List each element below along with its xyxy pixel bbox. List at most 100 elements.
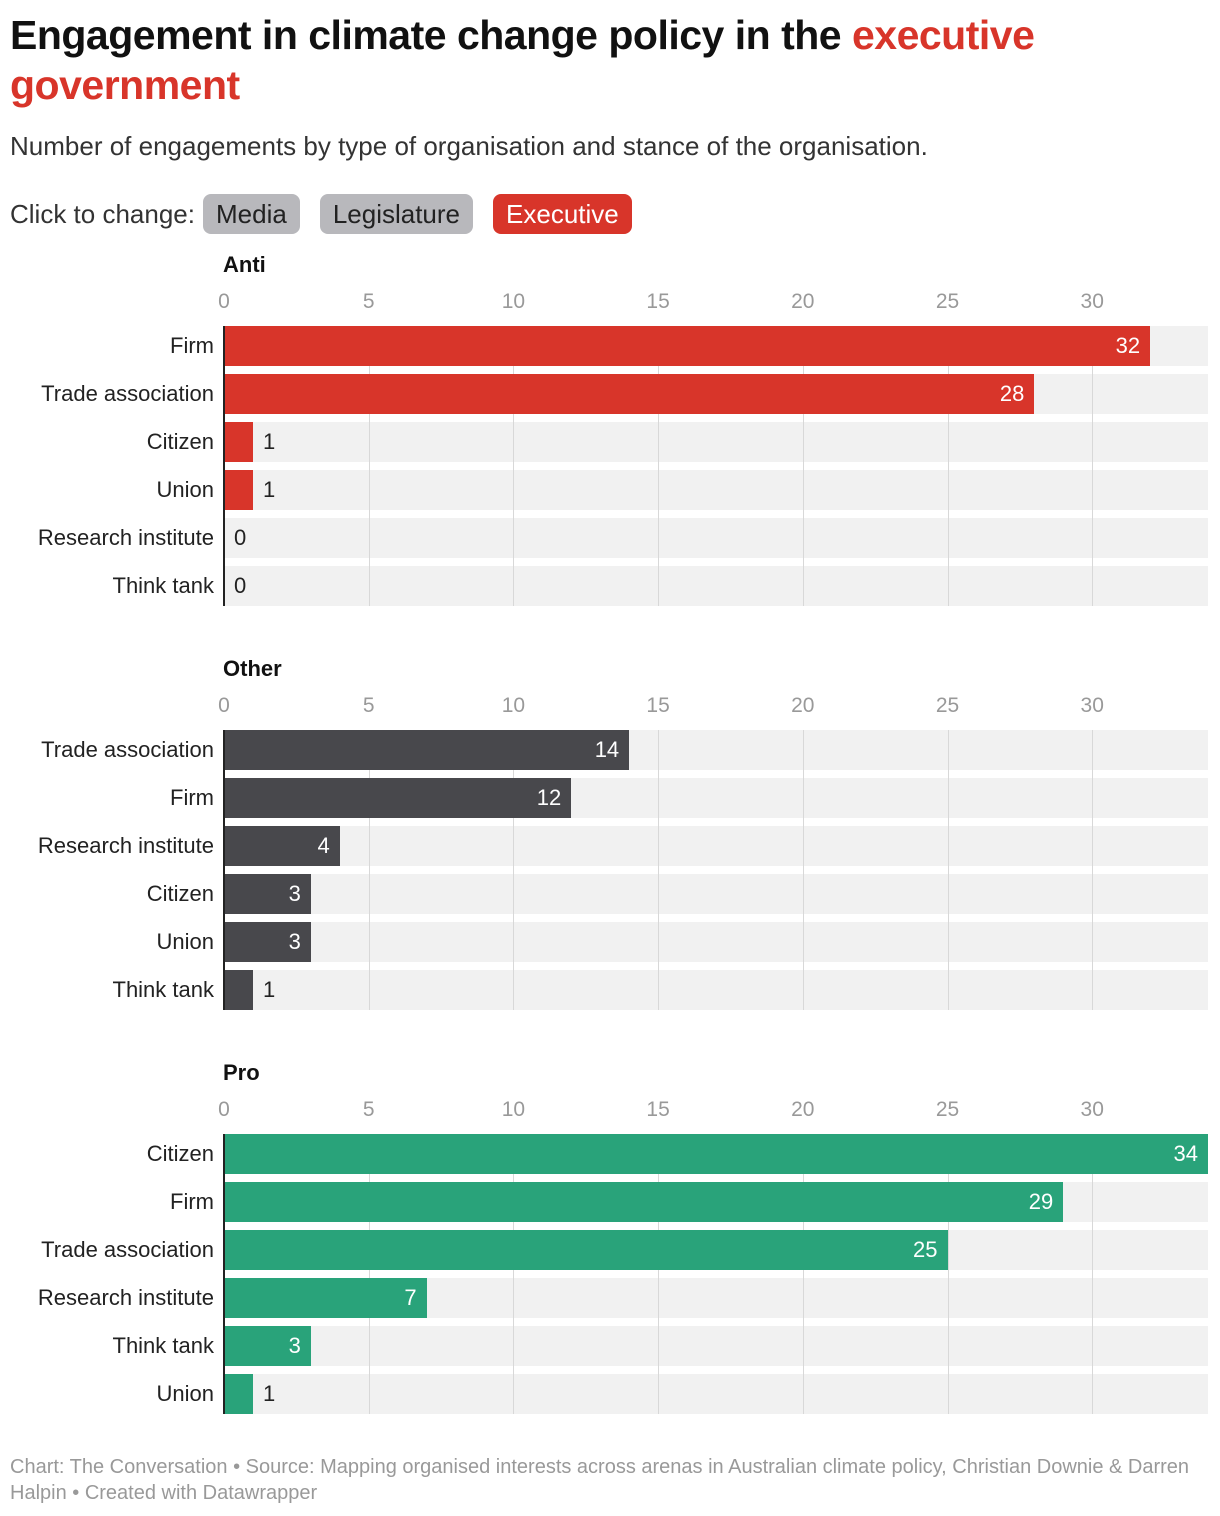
x-tick-label: 5: [362, 694, 375, 717]
bar[interactable]: [224, 374, 1035, 414]
bar-track: [224, 566, 1208, 606]
bar-track: [224, 922, 1208, 962]
value-label: 1: [262, 477, 276, 502]
x-tick-label: 30: [1080, 694, 1104, 717]
panel-title: Pro: [223, 1060, 260, 1085]
category-label: Think tank: [112, 977, 215, 1002]
gridline: [513, 730, 514, 1010]
executive-button[interactable]: Executive: [493, 194, 632, 234]
value-label: 1: [262, 1381, 276, 1406]
category-label: Citizen: [146, 429, 214, 454]
x-tick-label: 10: [501, 1098, 526, 1121]
x-tick-label: 30: [1080, 1098, 1104, 1121]
value-label: 34: [1173, 1141, 1198, 1166]
bar[interactable]: [224, 1278, 427, 1318]
category-label: Think tank: [112, 573, 215, 598]
gridline: [948, 1134, 949, 1414]
legislature-button[interactable]: Legislature: [319, 194, 474, 234]
bar[interactable]: [224, 470, 253, 510]
value-label: 1: [262, 429, 276, 454]
value-label: 14: [594, 737, 620, 762]
gridline: [1092, 1134, 1093, 1414]
value-label: 28: [999, 381, 1025, 406]
title-main: Engagement in climate change policy in t…: [10, 12, 852, 58]
gridline: [948, 730, 949, 1010]
category-label: Trade association: [41, 737, 214, 762]
y-axis-baseline: [223, 326, 225, 606]
media-button[interactable]: Media: [202, 194, 300, 234]
gridline: [658, 730, 659, 1010]
x-tick-label: 25: [935, 1098, 960, 1121]
arena-toggle: Click to change: Media Legislature Execu…: [10, 194, 652, 234]
gridline: [513, 326, 514, 606]
category-label: Firm: [170, 1189, 214, 1214]
value-label: 29: [1028, 1189, 1054, 1214]
bar[interactable]: [224, 1134, 1208, 1174]
gridline: [369, 1134, 370, 1414]
bar[interactable]: [224, 922, 311, 962]
bar[interactable]: [224, 826, 340, 866]
bar[interactable]: [224, 422, 253, 462]
gridline: [803, 730, 804, 1010]
chart-subtitle: Number of engagements by type of organis…: [10, 131, 928, 161]
value-label: 4: [317, 833, 330, 858]
bar-track: [224, 826, 1208, 866]
category-label: Citizen: [146, 881, 214, 906]
chart-title: Engagement in climate change policy in t…: [10, 10, 1210, 110]
x-tick-label: 5: [362, 290, 375, 313]
x-tick-label: 20: [791, 290, 815, 313]
gridline: [948, 326, 949, 606]
x-tick-label: 20: [791, 694, 815, 717]
bar[interactable]: [224, 1182, 1064, 1222]
bar-track: [224, 470, 1208, 510]
title-highlight: executive government: [10, 12, 1035, 108]
value-label: 25: [913, 1237, 938, 1262]
y-axis-baseline: [223, 1134, 225, 1414]
value-label: 0: [234, 525, 247, 550]
category-label: Citizen: [146, 1141, 214, 1166]
x-tick-label: 5: [362, 1098, 375, 1121]
category-label: Think tank: [112, 1333, 215, 1358]
x-tick-label: 10: [501, 694, 526, 717]
value-label: 3: [288, 1333, 301, 1358]
bar-track: [224, 422, 1208, 462]
panel-title: Other: [223, 656, 282, 681]
category-label: Research institute: [37, 833, 214, 858]
gridline: [658, 1134, 659, 1414]
bar[interactable]: [224, 1374, 253, 1414]
bar[interactable]: [224, 778, 572, 818]
bar[interactable]: [224, 1326, 311, 1366]
category-label: Union: [156, 1381, 214, 1406]
x-tick-label: 0: [218, 694, 230, 717]
x-tick-label: 0: [218, 290, 230, 313]
bar-track: [224, 970, 1208, 1010]
category-label: Trade association: [41, 381, 214, 406]
bar-track: [224, 518, 1208, 558]
value-label: 1: [262, 977, 276, 1002]
category-label: Research institute: [37, 1285, 214, 1310]
x-tick-label: 25: [935, 290, 960, 313]
bar[interactable]: [224, 970, 253, 1010]
gridline: [1092, 326, 1093, 606]
gridline: [1092, 730, 1093, 1010]
x-tick-label: 15: [646, 1098, 670, 1121]
chart-footer: Chart: The Conversation • Source: Mappin…: [10, 1456, 1190, 1504]
bar[interactable]: [224, 874, 311, 914]
gridline: [803, 1134, 804, 1414]
value-label: 7: [404, 1285, 417, 1310]
value-label: 3: [288, 929, 301, 954]
value-label: 0: [234, 573, 247, 598]
value-label: 3: [288, 881, 301, 906]
x-tick-label: 0: [218, 1098, 230, 1121]
bar-track: [224, 1374, 1208, 1414]
gridline: [803, 326, 804, 606]
value-label: 12: [536, 785, 562, 810]
bar[interactable]: [224, 730, 630, 770]
gridline: [369, 326, 370, 606]
category-label: Union: [156, 477, 214, 502]
bar[interactable]: [224, 1230, 948, 1270]
bar-track: [224, 1326, 1208, 1366]
bar[interactable]: [224, 326, 1151, 366]
value-label: 32: [1115, 333, 1141, 358]
category-label: Firm: [170, 333, 214, 358]
